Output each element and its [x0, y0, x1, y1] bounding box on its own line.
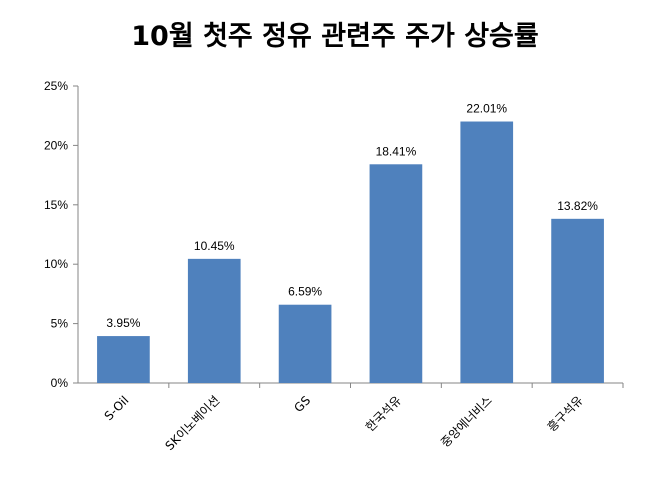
x-tick-label: S-Oil: [102, 393, 132, 423]
data-label: 6.59%: [288, 285, 322, 299]
bar: [460, 121, 514, 383]
chart-axes: 0% 5% 10% 15% 20% 25%: [44, 79, 624, 390]
y-tick-label: 15%: [44, 198, 68, 212]
chart-bars: [97, 121, 604, 383]
bar: [369, 164, 423, 383]
x-tick-label: 흥구석유: [545, 393, 586, 434]
bar: [551, 218, 604, 383]
bar: [187, 258, 241, 383]
data-label: 10.45%: [194, 239, 235, 253]
y-tick-label: 25%: [44, 79, 68, 93]
data-label: 18.41%: [376, 144, 417, 158]
data-label: 3.95%: [106, 316, 140, 330]
x-tick-label: GS: [291, 393, 313, 415]
x-tick-label: SK이노베이션: [162, 393, 222, 453]
y-tick-label: 20%: [44, 138, 68, 152]
bar: [97, 336, 150, 383]
chart-labels: 3.95% S-Oil 10.45% SK이노베이션 6.59% GS 18.41% 한국석유…: [102, 102, 599, 454]
y-tick-label: 0%: [51, 376, 69, 390]
data-label: 13.82%: [557, 199, 598, 213]
y-tick-label: 5%: [51, 317, 69, 331]
y-tick-label: 10%: [44, 257, 68, 271]
bar: [278, 304, 332, 383]
data-label: 22.01%: [466, 102, 507, 116]
x-tick-label: 중앙에너비스: [438, 393, 495, 450]
x-tick-label: 한국석유: [363, 393, 404, 434]
chart-title: 10월 첫주 정유 관련주 주가 상승률: [131, 21, 539, 52]
